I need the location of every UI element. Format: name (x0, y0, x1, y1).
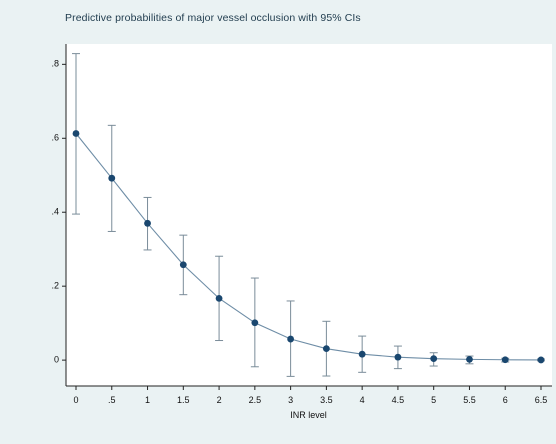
y-tick-label: 0 (54, 354, 59, 364)
x-tick-label: 4.5 (392, 395, 405, 405)
x-tick-label: 5.5 (463, 395, 476, 405)
x-tick-label: 4 (360, 395, 365, 405)
data-point (394, 353, 402, 361)
data-point (287, 335, 295, 343)
data-point (358, 350, 366, 358)
y-tick-label: .4 (51, 207, 59, 217)
data-point (537, 356, 545, 364)
data-point (72, 130, 80, 137)
x-tick-label: 0 (73, 395, 78, 405)
data-point (466, 355, 473, 363)
x-tick-label: 1 (145, 395, 150, 405)
series-line (75, 133, 542, 361)
data-point (108, 174, 116, 182)
x-tick-label: 3 (288, 395, 293, 405)
y-tick-label: .8 (51, 59, 59, 69)
data-point (430, 355, 438, 363)
data-point (322, 345, 330, 353)
x-tick-label: 2.5 (249, 395, 262, 405)
data-point (144, 219, 151, 227)
data-point (251, 319, 259, 327)
x-tick-label: 5 (431, 395, 436, 405)
data-point (501, 356, 509, 364)
x-tick-label: .5 (108, 395, 116, 405)
x-tick-label: 2 (217, 395, 222, 405)
data-point (215, 294, 223, 302)
x-tick-label: 1.5 (177, 395, 190, 405)
y-tick-label: .2 (51, 281, 59, 291)
chart-title: Predictive probabilities of major vessel… (65, 12, 361, 24)
x-tick-label: 3.5 (320, 395, 333, 405)
data-point (179, 261, 187, 269)
y-tick-label: .6 (51, 133, 59, 143)
x-tick-label: 6 (503, 395, 508, 405)
x-tick-label: 6.5 (535, 395, 548, 405)
plot-region (66, 44, 552, 386)
x-axis-title: INR level (290, 410, 327, 420)
